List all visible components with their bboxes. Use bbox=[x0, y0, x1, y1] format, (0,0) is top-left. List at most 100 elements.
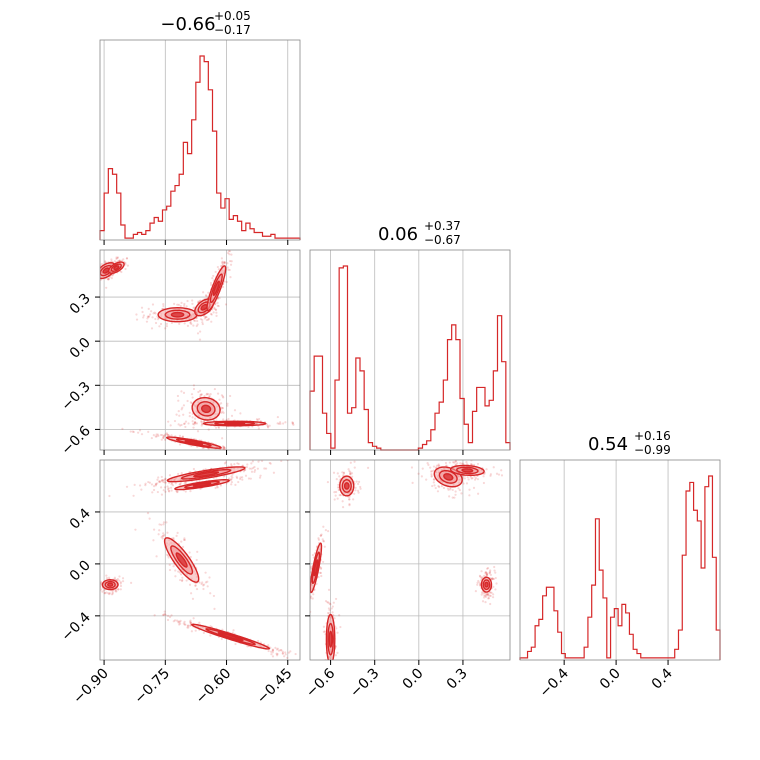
sample-point bbox=[172, 565, 175, 568]
sample-point bbox=[359, 487, 362, 490]
sample-point bbox=[333, 491, 336, 494]
sample-point bbox=[164, 613, 167, 617]
sample-point bbox=[176, 303, 179, 306]
sample-point bbox=[187, 422, 190, 425]
sample-point bbox=[119, 588, 122, 591]
sample-point bbox=[234, 642, 237, 646]
sample-point bbox=[252, 466, 255, 470]
sample-point bbox=[417, 472, 420, 475]
sample-point bbox=[307, 594, 309, 596]
pair-content bbox=[94, 250, 295, 450]
sample-point bbox=[162, 435, 165, 438]
sample-point bbox=[253, 469, 257, 472]
sample-point bbox=[146, 512, 150, 515]
sample-point bbox=[154, 321, 158, 325]
sample-point bbox=[333, 660, 335, 662]
sample-point bbox=[230, 475, 233, 478]
sample-point bbox=[204, 419, 207, 422]
sample-point bbox=[173, 619, 177, 622]
sample-point bbox=[210, 312, 213, 316]
sample-point bbox=[284, 421, 287, 424]
sample-point bbox=[162, 521, 166, 524]
sample-point bbox=[96, 276, 98, 278]
sample-point bbox=[162, 302, 165, 306]
panel-border bbox=[309, 459, 511, 661]
sample-point bbox=[157, 533, 160, 536]
sample-point bbox=[180, 408, 183, 411]
sample-point bbox=[250, 462, 253, 465]
y-tick-label: −0.3 bbox=[58, 379, 93, 414]
sample-point bbox=[469, 475, 472, 478]
sample-point bbox=[488, 571, 491, 574]
sample-point bbox=[436, 490, 440, 493]
sample-point bbox=[146, 317, 149, 320]
sample-point bbox=[347, 468, 350, 471]
sample-point bbox=[204, 294, 208, 297]
sample-point bbox=[201, 446, 204, 450]
sample-point bbox=[94, 279, 96, 281]
sample-point bbox=[473, 475, 476, 478]
sample-point bbox=[286, 656, 289, 659]
sample-point bbox=[170, 489, 173, 492]
sample-point bbox=[191, 416, 194, 419]
sample-point bbox=[173, 419, 177, 423]
sample-point bbox=[150, 483, 154, 486]
sample-point bbox=[484, 572, 487, 575]
sample-point bbox=[341, 500, 344, 503]
sample-point bbox=[448, 461, 451, 464]
sample-point bbox=[110, 260, 113, 263]
sample-point bbox=[444, 470, 448, 473]
sample-point bbox=[307, 601, 309, 603]
sample-point bbox=[162, 436, 165, 439]
sample-point bbox=[260, 460, 264, 462]
sample-point bbox=[500, 469, 503, 472]
sample-point bbox=[287, 651, 290, 654]
sample-point bbox=[484, 594, 487, 597]
sample-point bbox=[233, 462, 236, 466]
sample-point bbox=[186, 399, 189, 403]
sample-point bbox=[486, 573, 489, 577]
sample-point bbox=[183, 620, 186, 624]
sample-point bbox=[162, 523, 165, 526]
sample-point bbox=[302, 659, 304, 661]
sample-point bbox=[180, 579, 184, 583]
sample-point bbox=[434, 486, 437, 490]
sample-point bbox=[356, 489, 360, 492]
sample-point bbox=[178, 414, 181, 417]
sample-point bbox=[315, 582, 318, 585]
sample-point bbox=[196, 319, 199, 323]
sample-point bbox=[209, 281, 213, 285]
sample-point bbox=[138, 429, 142, 432]
sample-point bbox=[176, 531, 179, 534]
sample-point bbox=[306, 586, 308, 588]
sample-point bbox=[164, 481, 167, 484]
sample-point bbox=[166, 488, 170, 491]
sample-point bbox=[307, 594, 309, 596]
sample-point bbox=[426, 462, 429, 465]
sample-point bbox=[336, 631, 339, 634]
sample-point bbox=[253, 465, 256, 469]
sample-point bbox=[97, 283, 99, 285]
sample-point bbox=[202, 583, 206, 586]
sample-point bbox=[353, 492, 356, 495]
sample-point bbox=[220, 402, 223, 405]
sample-point bbox=[229, 478, 232, 481]
sample-point bbox=[195, 316, 198, 319]
sample-point bbox=[177, 303, 180, 307]
sample-point bbox=[167, 487, 170, 490]
sample-point bbox=[339, 625, 342, 629]
sample-point bbox=[307, 594, 309, 596]
sample-point bbox=[335, 490, 338, 494]
density-contour bbox=[217, 632, 244, 642]
sample-point bbox=[179, 619, 182, 622]
sample-point bbox=[115, 256, 118, 259]
sample-point bbox=[421, 467, 424, 470]
sample-point bbox=[431, 470, 434, 473]
sample-point bbox=[158, 325, 161, 328]
sample-point bbox=[357, 480, 361, 484]
sample-point bbox=[132, 430, 135, 434]
sample-point bbox=[156, 433, 159, 436]
sample-point bbox=[124, 263, 127, 266]
density-contour bbox=[328, 630, 333, 648]
sample-point bbox=[330, 607, 333, 610]
